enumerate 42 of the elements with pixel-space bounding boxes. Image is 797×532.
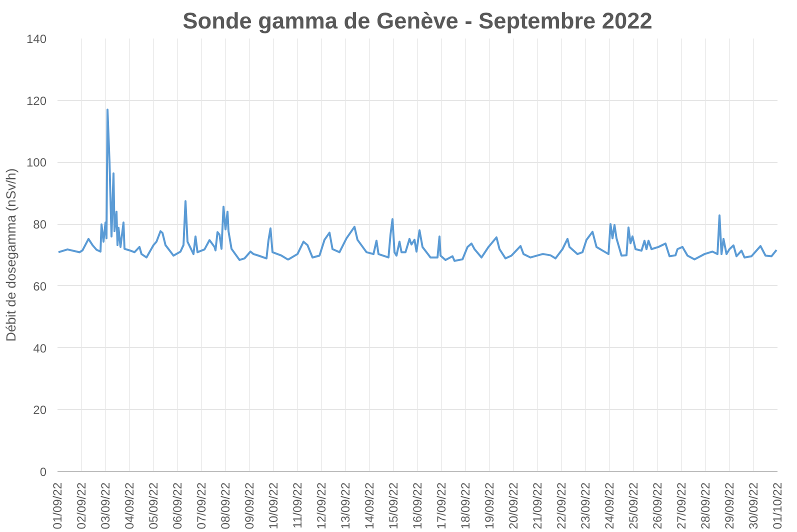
y-axis-title: Débit de dosegamma (nSv/h) (3, 168, 18, 342)
y-tick-label: 140 (26, 32, 47, 46)
x-tick-label: 27/09/22 (674, 482, 688, 530)
x-tick-label: 14/09/22 (362, 482, 376, 530)
x-tick-label: 01/09/22 (50, 482, 64, 530)
chart-title: Sonde gamma de Genève - Septembre 2022 (182, 8, 652, 34)
x-tick-label: 18/09/22 (458, 482, 472, 530)
x-tick-label: 20/09/22 (506, 482, 520, 530)
y-tick-label: 100 (26, 156, 47, 170)
x-tick-label: 15/09/22 (386, 482, 400, 530)
x-tick-label: 26/09/22 (650, 482, 664, 530)
x-tick-label: 10/09/22 (266, 482, 280, 530)
x-tick-label: 13/09/22 (338, 482, 352, 530)
x-tick-label: 29/09/22 (722, 482, 736, 530)
x-tick-label: 22/09/22 (554, 482, 568, 530)
x-tick-label: 07/09/22 (194, 482, 208, 530)
x-tick-label: 24/09/22 (602, 482, 616, 530)
x-tick-label: 11/09/22 (290, 482, 304, 528)
x-tick-label: 25/09/22 (626, 482, 640, 530)
y-tick-label: 40 (33, 341, 47, 356)
y-tick-label: 60 (33, 279, 47, 294)
x-tick-label: 03/09/22 (98, 482, 112, 530)
x-tick-label: 23/09/22 (578, 482, 592, 530)
x-tick-label: 09/09/22 (242, 482, 256, 530)
x-tick-label: 17/09/22 (434, 482, 448, 530)
x-tick-label: 04/09/22 (122, 482, 136, 530)
x-tick-label: 02/09/22 (74, 482, 88, 530)
x-tick-label: 19/09/22 (482, 482, 496, 530)
line-series (58, 108, 778, 262)
x-tick-label: 08/09/22 (218, 482, 232, 530)
x-tick-label: 16/09/22 (410, 482, 424, 530)
x-tick-label: 06/09/22 (170, 482, 184, 530)
y-tick-label: 0 (40, 465, 47, 479)
y-tick-label: 80 (33, 218, 47, 232)
y-tick-label: 120 (26, 94, 47, 108)
x-tick-label: 21/09/22 (530, 482, 544, 530)
x-tick-label: 01/10/22 (770, 482, 784, 530)
x-tick-label: 12/09/22 (314, 482, 328, 530)
x-tick-label: 05/09/22 (146, 482, 160, 530)
x-tick-label: 30/09/22 (746, 482, 760, 530)
y-tick-label: 20 (33, 403, 47, 418)
x-tick-label: 28/09/22 (698, 482, 712, 530)
